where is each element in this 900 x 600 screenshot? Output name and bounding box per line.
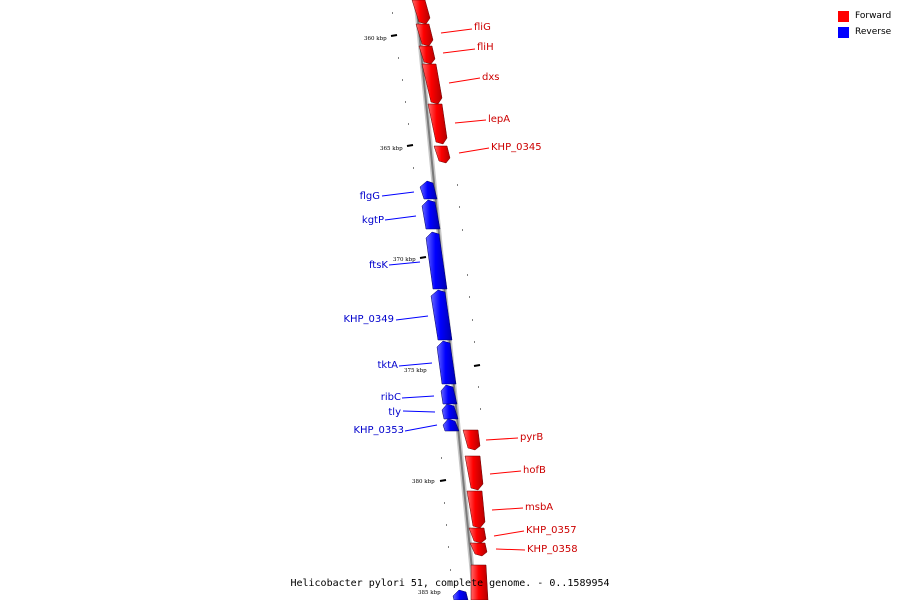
gene-arrow-tktA[interactable] <box>436 340 457 385</box>
gene-label-tly: tly <box>388 407 401 418</box>
scale-label-385: 385 kbp <box>418 590 441 596</box>
legend-forward[interactable]: Forward <box>838 8 891 24</box>
gene-label-KHP_0358: KHP_0358 <box>527 544 578 555</box>
scale-label-380: 380 kbp <box>412 479 435 485</box>
gene-arrow-kgtP[interactable] <box>421 199 441 230</box>
reverse-swatch-icon <box>838 26 849 38</box>
legend-forward-label: Forward <box>855 11 892 21</box>
scale-label-360: 360 kbp <box>364 36 387 42</box>
gene-arrow-post-KHP_0358[interactable] <box>470 564 489 600</box>
gene-arrow-KHP_0353[interactable] <box>442 418 460 432</box>
minor-ticks <box>392 12 481 571</box>
scale-label-365: 365 kbp <box>380 146 403 152</box>
gene-arrow-KHP_0357[interactable] <box>468 527 487 544</box>
scale-label-370: 370 kbp <box>393 257 416 263</box>
gene-label-KHP_0353: KHP_0353 <box>353 425 404 436</box>
gene-arrow-pyrB[interactable] <box>462 429 481 451</box>
reverse-leader-lines <box>381 191 438 432</box>
gene-label-KHP_0349: KHP_0349 <box>343 314 394 325</box>
gene-arrow-ribC[interactable] <box>440 384 458 405</box>
gene-arrow-hofB[interactable] <box>464 455 484 491</box>
gene-arrow-lepA[interactable] <box>427 103 448 145</box>
gene-label-pyrB: pyrB <box>520 432 543 443</box>
gene-arrow-KHP_0358[interactable] <box>469 542 488 557</box>
scale-label-375: 375 kbp <box>404 368 427 374</box>
forward-leader-lines <box>440 28 526 551</box>
gene-arrow-msbA[interactable] <box>466 490 486 529</box>
gene-label-hofB: hofB <box>523 465 546 476</box>
gene-label-flgG: flgG <box>360 191 380 202</box>
gene-arrow-fliH[interactable] <box>418 45 436 65</box>
gene-label-lepA: lepA <box>488 114 510 125</box>
gene-arrow-flgG[interactable] <box>419 180 438 200</box>
gene-arrow-KHP_0345[interactable] <box>433 145 451 164</box>
gene-label-fliG: fliG <box>474 22 491 33</box>
gene-label-ribC: ribC <box>381 392 401 403</box>
legend: Forward Reverse <box>838 8 891 40</box>
forward-swatch-icon <box>838 10 849 22</box>
major-ticks <box>390 34 481 482</box>
gene-arrow-dxs[interactable] <box>421 63 443 105</box>
gene-label-kgtP: kgtP <box>362 215 384 226</box>
gene-arrow-bottom-reverse[interactable] <box>452 589 469 600</box>
gene-label-KHP_0345: KHP_0345 <box>491 142 542 153</box>
gene-arrow-tly[interactable] <box>441 403 459 420</box>
gene-label-tktA: tktA <box>378 360 399 371</box>
gene-label-dxs: dxs <box>482 72 499 83</box>
gene-label-ftsK: ftsK <box>369 260 388 271</box>
gene-label-fliH: fliH <box>477 42 494 53</box>
gene-arrow-KHP_0349[interactable] <box>430 289 453 341</box>
gene-arrow-fliG[interactable] <box>415 23 434 47</box>
gene-arrow-pre-fliG[interactable] <box>411 0 431 25</box>
legend-reverse-label: Reverse <box>855 27 892 37</box>
forward-genes <box>411 0 489 600</box>
genome-caption: Helicobacter pylori 51, complete genome.… <box>290 578 610 589</box>
gene-label-msbA: msbA <box>525 502 553 513</box>
reverse-genes <box>419 180 469 600</box>
legend-reverse[interactable]: Reverse <box>838 24 891 40</box>
gene-label-KHP_0357: KHP_0357 <box>526 525 577 536</box>
gene-arrow-ftsK[interactable] <box>425 231 448 290</box>
